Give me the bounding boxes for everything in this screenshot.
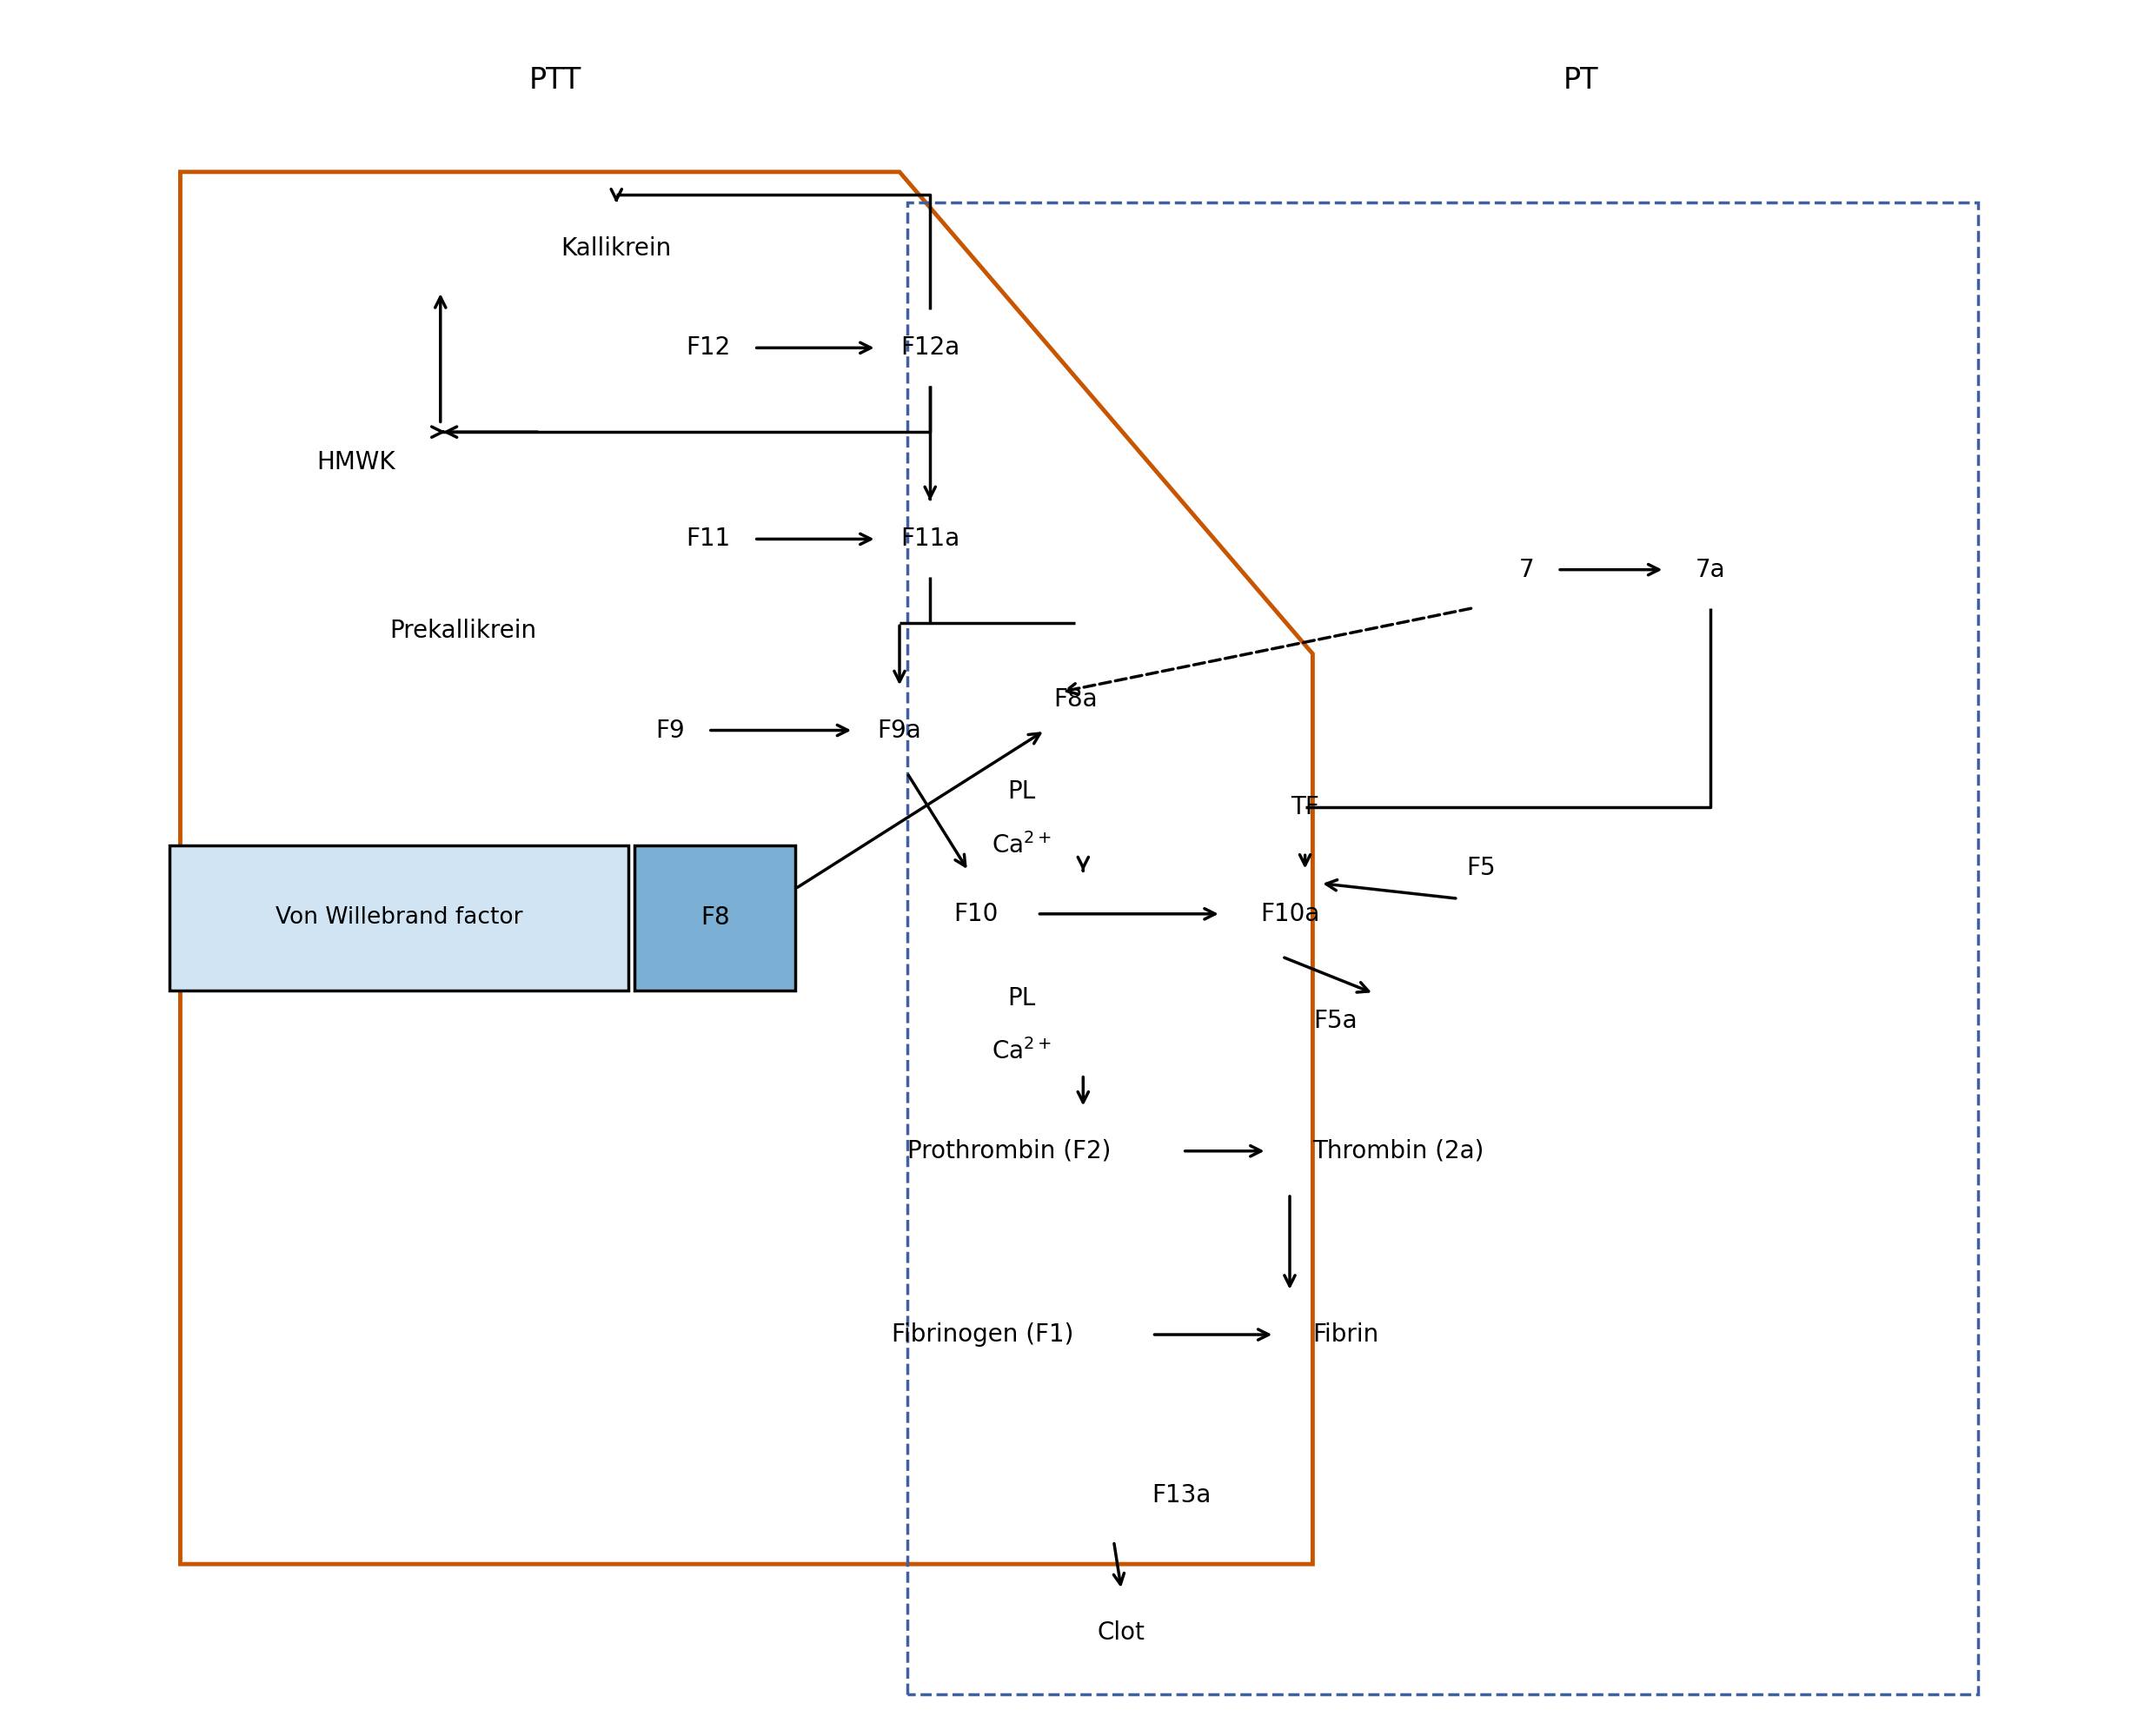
Text: F12a: F12a xyxy=(901,335,959,359)
FancyBboxPatch shape xyxy=(635,845,796,991)
Text: Ca$^{2+}$: Ca$^{2+}$ xyxy=(992,832,1052,858)
Text: F8: F8 xyxy=(701,906,729,930)
Text: Fibrinogen (F1): Fibrinogen (F1) xyxy=(893,1323,1073,1347)
Text: Fibrin: Fibrin xyxy=(1312,1323,1379,1347)
Text: Von Willebrand factor: Von Willebrand factor xyxy=(275,906,523,929)
Text: 7a: 7a xyxy=(1695,557,1725,582)
Text: F13a: F13a xyxy=(1153,1483,1211,1507)
Text: PL: PL xyxy=(1009,986,1037,1010)
Text: F5: F5 xyxy=(1467,856,1495,880)
Text: F9a: F9a xyxy=(878,719,921,743)
Text: F10a: F10a xyxy=(1260,901,1319,925)
Text: F5a: F5a xyxy=(1314,1009,1357,1033)
Text: F12: F12 xyxy=(686,335,731,359)
Text: Prothrombin (F2): Prothrombin (F2) xyxy=(908,1139,1110,1163)
Text: 7: 7 xyxy=(1519,557,1534,582)
Text: PL: PL xyxy=(1009,779,1037,804)
Text: F11: F11 xyxy=(686,528,731,552)
Text: HMWK: HMWK xyxy=(316,450,396,474)
Text: PT: PT xyxy=(1564,66,1598,94)
Text: Prekallikrein: Prekallikrein xyxy=(389,618,538,642)
Text: PTT: PTT xyxy=(529,66,581,94)
Text: Kallikrein: Kallikrein xyxy=(561,236,671,260)
Text: F10: F10 xyxy=(953,901,998,925)
Text: TF: TF xyxy=(1291,795,1319,819)
Text: F8a: F8a xyxy=(1054,687,1097,712)
Text: F11a: F11a xyxy=(901,528,959,552)
Text: F9: F9 xyxy=(656,719,684,743)
Text: Clot: Clot xyxy=(1097,1621,1144,1646)
FancyBboxPatch shape xyxy=(170,845,628,991)
Text: Thrombin (2a): Thrombin (2a) xyxy=(1312,1139,1484,1163)
Text: Ca$^{2+}$: Ca$^{2+}$ xyxy=(992,1038,1052,1064)
